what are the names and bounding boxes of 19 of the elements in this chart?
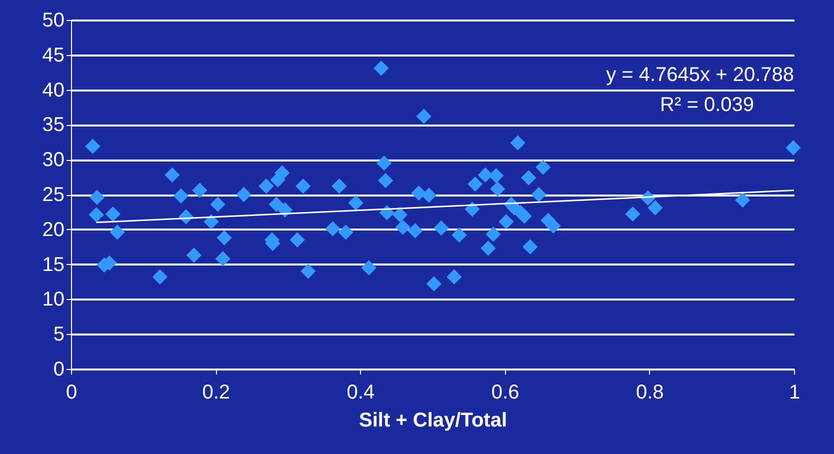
x-tick-label: 0.8	[636, 382, 664, 404]
x-axis-title: Silt + Clay/Total	[359, 410, 507, 432]
y-tick-label: 50	[42, 10, 64, 32]
y-tick-label: 35	[42, 114, 64, 136]
y-tick-label: 45	[42, 44, 64, 66]
x-tick-label: 0.6	[491, 382, 520, 404]
y-tick-label: 15	[42, 254, 64, 276]
y-tick-label: 10	[42, 288, 64, 311]
y-tick-label: 25	[42, 184, 64, 206]
annotation: y = 4.7645x + 20.788	[606, 64, 794, 86]
y-tick-label: 30	[42, 149, 64, 172]
y-tick-label: 0	[53, 358, 64, 380]
y-tick-label: 40	[42, 79, 64, 102]
x-tick-label: 1	[788, 382, 800, 404]
x-tick-label: 0.2	[202, 382, 230, 404]
x-tick-label: 0.4	[346, 382, 375, 404]
annotation: R² = 0.039	[660, 94, 754, 116]
y-tick-label: 5	[53, 324, 64, 346]
y-tick-label: 20	[42, 218, 64, 241]
